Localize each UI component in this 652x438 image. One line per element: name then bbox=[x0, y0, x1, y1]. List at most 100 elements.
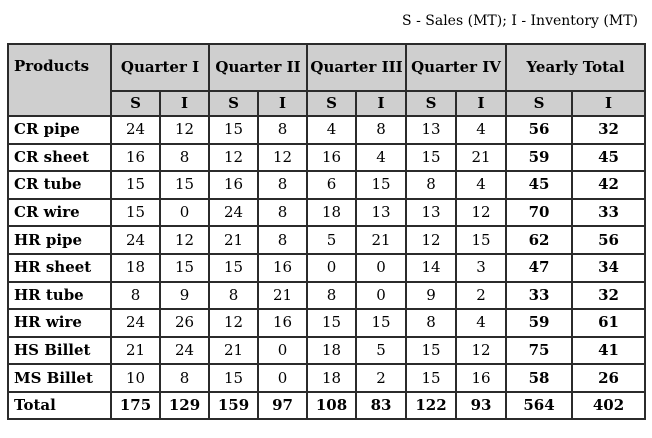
q4-inventory-cell: 3 bbox=[455, 252, 508, 283]
q1-sales-cell: 18 bbox=[110, 252, 161, 283]
q3-inventory-cell: 15 bbox=[355, 308, 408, 338]
q1-inventory-cell: 12 bbox=[159, 225, 210, 255]
q4-sales-cell: 15 bbox=[405, 335, 458, 366]
yearly-inventory-subheader: I bbox=[571, 90, 647, 117]
yearly-sales-subheader: S bbox=[505, 90, 574, 117]
q1-sales-cell: 8 bbox=[110, 280, 161, 311]
yearly-sales-cell: 75 bbox=[505, 335, 574, 366]
q1-inventory-subheader: I bbox=[159, 90, 210, 117]
table-body: CR pipe 24 12 15 8 4 8 13 4 56 32 CR sheet 16 8 12 12 16… bbox=[7, 115, 647, 420]
q3-sales-cell: 16 bbox=[306, 142, 358, 173]
q2-sales-cell: 12 bbox=[208, 142, 259, 173]
quarter-2-header: Quarter II bbox=[207, 43, 309, 92]
yearly-inventory-cell: 61 bbox=[571, 308, 647, 338]
q3-sales-cell: 18 bbox=[306, 363, 358, 393]
yearly-sales-cell: 45 bbox=[505, 170, 574, 200]
q2-inventory-cell: 16 bbox=[256, 308, 309, 338]
q2-inventory-cell: 8 bbox=[256, 225, 309, 255]
q2-inventory-cell: 12 bbox=[256, 142, 309, 173]
q2-inventory-subheader: I bbox=[256, 90, 309, 117]
q2-sales-cell: 12 bbox=[208, 308, 259, 338]
yearly-sales-cell: 70 bbox=[505, 197, 574, 228]
q4-inventory-cell: 4 bbox=[455, 308, 508, 338]
yearly-inventory-cell: 34 bbox=[571, 252, 647, 283]
quarter-1-header: Quarter I bbox=[110, 43, 210, 92]
q1-sales-cell: 10 bbox=[110, 363, 161, 393]
product-name-cell: CR sheet bbox=[7, 142, 112, 173]
table-row: MS Billet 10 8 15 0 18 2 15 16 58 26 bbox=[7, 363, 647, 393]
yearly-inventory-cell: 32 bbox=[571, 115, 647, 145]
yearly-inventory-cell: 32 bbox=[571, 280, 647, 311]
total-q1-sales-cell: 175 bbox=[110, 390, 161, 420]
q2-inventory-cell: 16 bbox=[256, 252, 309, 283]
product-name-cell: HS Billet bbox=[7, 335, 112, 366]
q3-sales-cell: 18 bbox=[306, 335, 358, 366]
q3-inventory-cell: 0 bbox=[355, 280, 408, 311]
table-row: CR sheet 16 8 12 12 16 4 15 21 59 45 bbox=[7, 142, 647, 173]
q4-sales-cell: 8 bbox=[405, 308, 458, 338]
q3-sales-subheader: S bbox=[306, 90, 358, 117]
quarter-3-header: Quarter III bbox=[306, 43, 408, 92]
yearly-inventory-cell: 26 bbox=[571, 363, 647, 393]
q1-inventory-cell: 15 bbox=[159, 170, 210, 200]
q3-inventory-cell: 15 bbox=[355, 170, 408, 200]
q3-sales-cell: 18 bbox=[306, 197, 358, 228]
q3-sales-cell: 4 bbox=[306, 115, 358, 145]
yearly-total-header: Yearly Total bbox=[505, 43, 647, 92]
q4-inventory-cell: 16 bbox=[455, 363, 508, 393]
q2-sales-cell: 15 bbox=[208, 115, 259, 145]
total-q3-inventory-cell: 83 bbox=[355, 390, 408, 420]
q3-sales-cell: 5 bbox=[306, 225, 358, 255]
yearly-sales-cell: 56 bbox=[505, 115, 574, 145]
q3-sales-cell: 8 bbox=[306, 280, 358, 311]
q2-inventory-cell: 0 bbox=[256, 335, 309, 366]
q3-inventory-cell: 21 bbox=[355, 225, 408, 255]
product-name-cell: HR pipe bbox=[7, 225, 112, 255]
q4-sales-cell: 14 bbox=[405, 252, 458, 283]
products-header: Products bbox=[7, 43, 112, 117]
q4-sales-cell: 13 bbox=[405, 197, 458, 228]
q1-inventory-cell: 15 bbox=[159, 252, 210, 283]
q4-inventory-cell: 4 bbox=[455, 170, 508, 200]
yearly-sales-cell: 59 bbox=[505, 142, 574, 173]
q4-inventory-cell: 2 bbox=[455, 280, 508, 311]
q3-sales-cell: 0 bbox=[306, 252, 358, 283]
q3-inventory-cell: 4 bbox=[355, 142, 408, 173]
q2-inventory-cell: 21 bbox=[256, 280, 309, 311]
q2-inventory-cell: 8 bbox=[256, 170, 309, 200]
yearly-sales-cell: 59 bbox=[505, 308, 574, 338]
total-q4-sales-cell: 122 bbox=[405, 390, 458, 420]
q3-inventory-cell: 5 bbox=[355, 335, 408, 366]
q4-sales-subheader: S bbox=[405, 90, 458, 117]
yearly-inventory-cell: 42 bbox=[571, 170, 647, 200]
yearly-sales-cell: 62 bbox=[505, 225, 574, 255]
total-q3-sales-cell: 108 bbox=[306, 390, 358, 420]
q4-inventory-cell: 4 bbox=[455, 115, 508, 145]
q4-inventory-cell: 15 bbox=[455, 225, 508, 255]
table-row: CR wire 15 0 24 8 18 13 13 12 70 33 bbox=[7, 197, 647, 228]
q2-inventory-cell: 8 bbox=[256, 197, 309, 228]
q3-sales-cell: 6 bbox=[306, 170, 358, 200]
q2-sales-cell: 21 bbox=[208, 335, 259, 366]
q1-inventory-cell: 0 bbox=[159, 197, 210, 228]
table-row: HR sheet 18 15 15 16 0 0 14 3 47 34 bbox=[7, 252, 647, 283]
q3-inventory-cell: 0 bbox=[355, 252, 408, 283]
total-yearly-sales-cell: 564 bbox=[505, 390, 574, 420]
table-row: HS Billet 21 24 21 0 18 5 15 12 75 41 bbox=[7, 335, 647, 366]
q4-sales-cell: 15 bbox=[405, 142, 458, 173]
table-row: CR pipe 24 12 15 8 4 8 13 4 56 32 bbox=[7, 115, 647, 145]
total-yearly-inventory-cell: 402 bbox=[571, 390, 647, 420]
q4-sales-cell: 9 bbox=[405, 280, 458, 311]
yearly-inventory-cell: 56 bbox=[571, 225, 647, 255]
q4-sales-cell: 8 bbox=[405, 170, 458, 200]
q1-sales-cell: 16 bbox=[110, 142, 161, 173]
q1-inventory-cell: 12 bbox=[159, 115, 210, 145]
q1-sales-cell: 24 bbox=[110, 115, 161, 145]
q1-sales-subheader: S bbox=[110, 90, 161, 117]
total-q1-inventory-cell: 129 bbox=[159, 390, 210, 420]
total-q2-inventory-cell: 97 bbox=[256, 390, 309, 420]
total-row: Total 175 129 159 97 108 83 122 93 564 402 bbox=[7, 390, 647, 420]
product-name-cell: CR tube bbox=[7, 170, 112, 200]
table-row: HR tube 8 9 8 21 8 0 9 2 33 32 bbox=[7, 280, 647, 311]
table-row: HR pipe 24 12 21 8 5 21 12 15 62 56 bbox=[7, 225, 647, 255]
